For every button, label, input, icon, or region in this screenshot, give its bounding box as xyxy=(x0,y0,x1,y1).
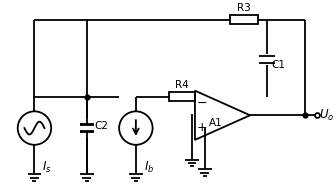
Text: $I_b$: $I_b$ xyxy=(144,160,154,175)
Text: A1: A1 xyxy=(209,118,223,128)
Text: R4: R4 xyxy=(175,80,189,90)
Bar xyxy=(169,92,195,101)
Text: +: + xyxy=(197,121,207,134)
Text: C1: C1 xyxy=(272,60,286,70)
Text: C2: C2 xyxy=(94,121,109,131)
Bar xyxy=(230,15,258,24)
Text: $I_s$: $I_s$ xyxy=(42,160,52,175)
Text: $U_o$: $U_o$ xyxy=(319,108,334,123)
Text: R3: R3 xyxy=(237,3,251,13)
Text: −: − xyxy=(197,96,207,109)
